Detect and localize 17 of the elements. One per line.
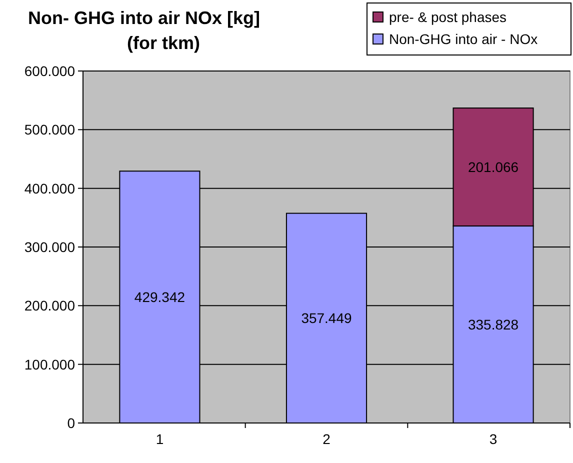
legend-label: Non-GHG into air - NOx — [389, 31, 538, 47]
data-label: 429.342 — [134, 289, 186, 306]
y-tick-label: 0 — [67, 415, 76, 431]
data-label: 357.449 — [301, 310, 352, 326]
x-tick-label: 3 — [489, 431, 498, 447]
chart-title: Non- GHG into air NOx [kg] (for tkm) — [28, 8, 260, 53]
y-tick-label: 300.000 — [24, 239, 76, 255]
y-tick-label: 100.000 — [24, 356, 76, 372]
y-tick-label: 500.000 — [24, 122, 76, 138]
y-tick-label: 400.000 — [24, 180, 76, 196]
y-tick-label: 600.000 — [24, 63, 76, 79]
legend-label: pre- & post phases — [389, 9, 507, 25]
y-tick-label: 200.000 — [24, 298, 76, 314]
data-label: 335.828 — [468, 316, 519, 332]
x-tick-label: 1 — [156, 431, 164, 447]
data-label: 201.066 — [468, 159, 519, 175]
x-tick-label: 2 — [322, 431, 331, 447]
